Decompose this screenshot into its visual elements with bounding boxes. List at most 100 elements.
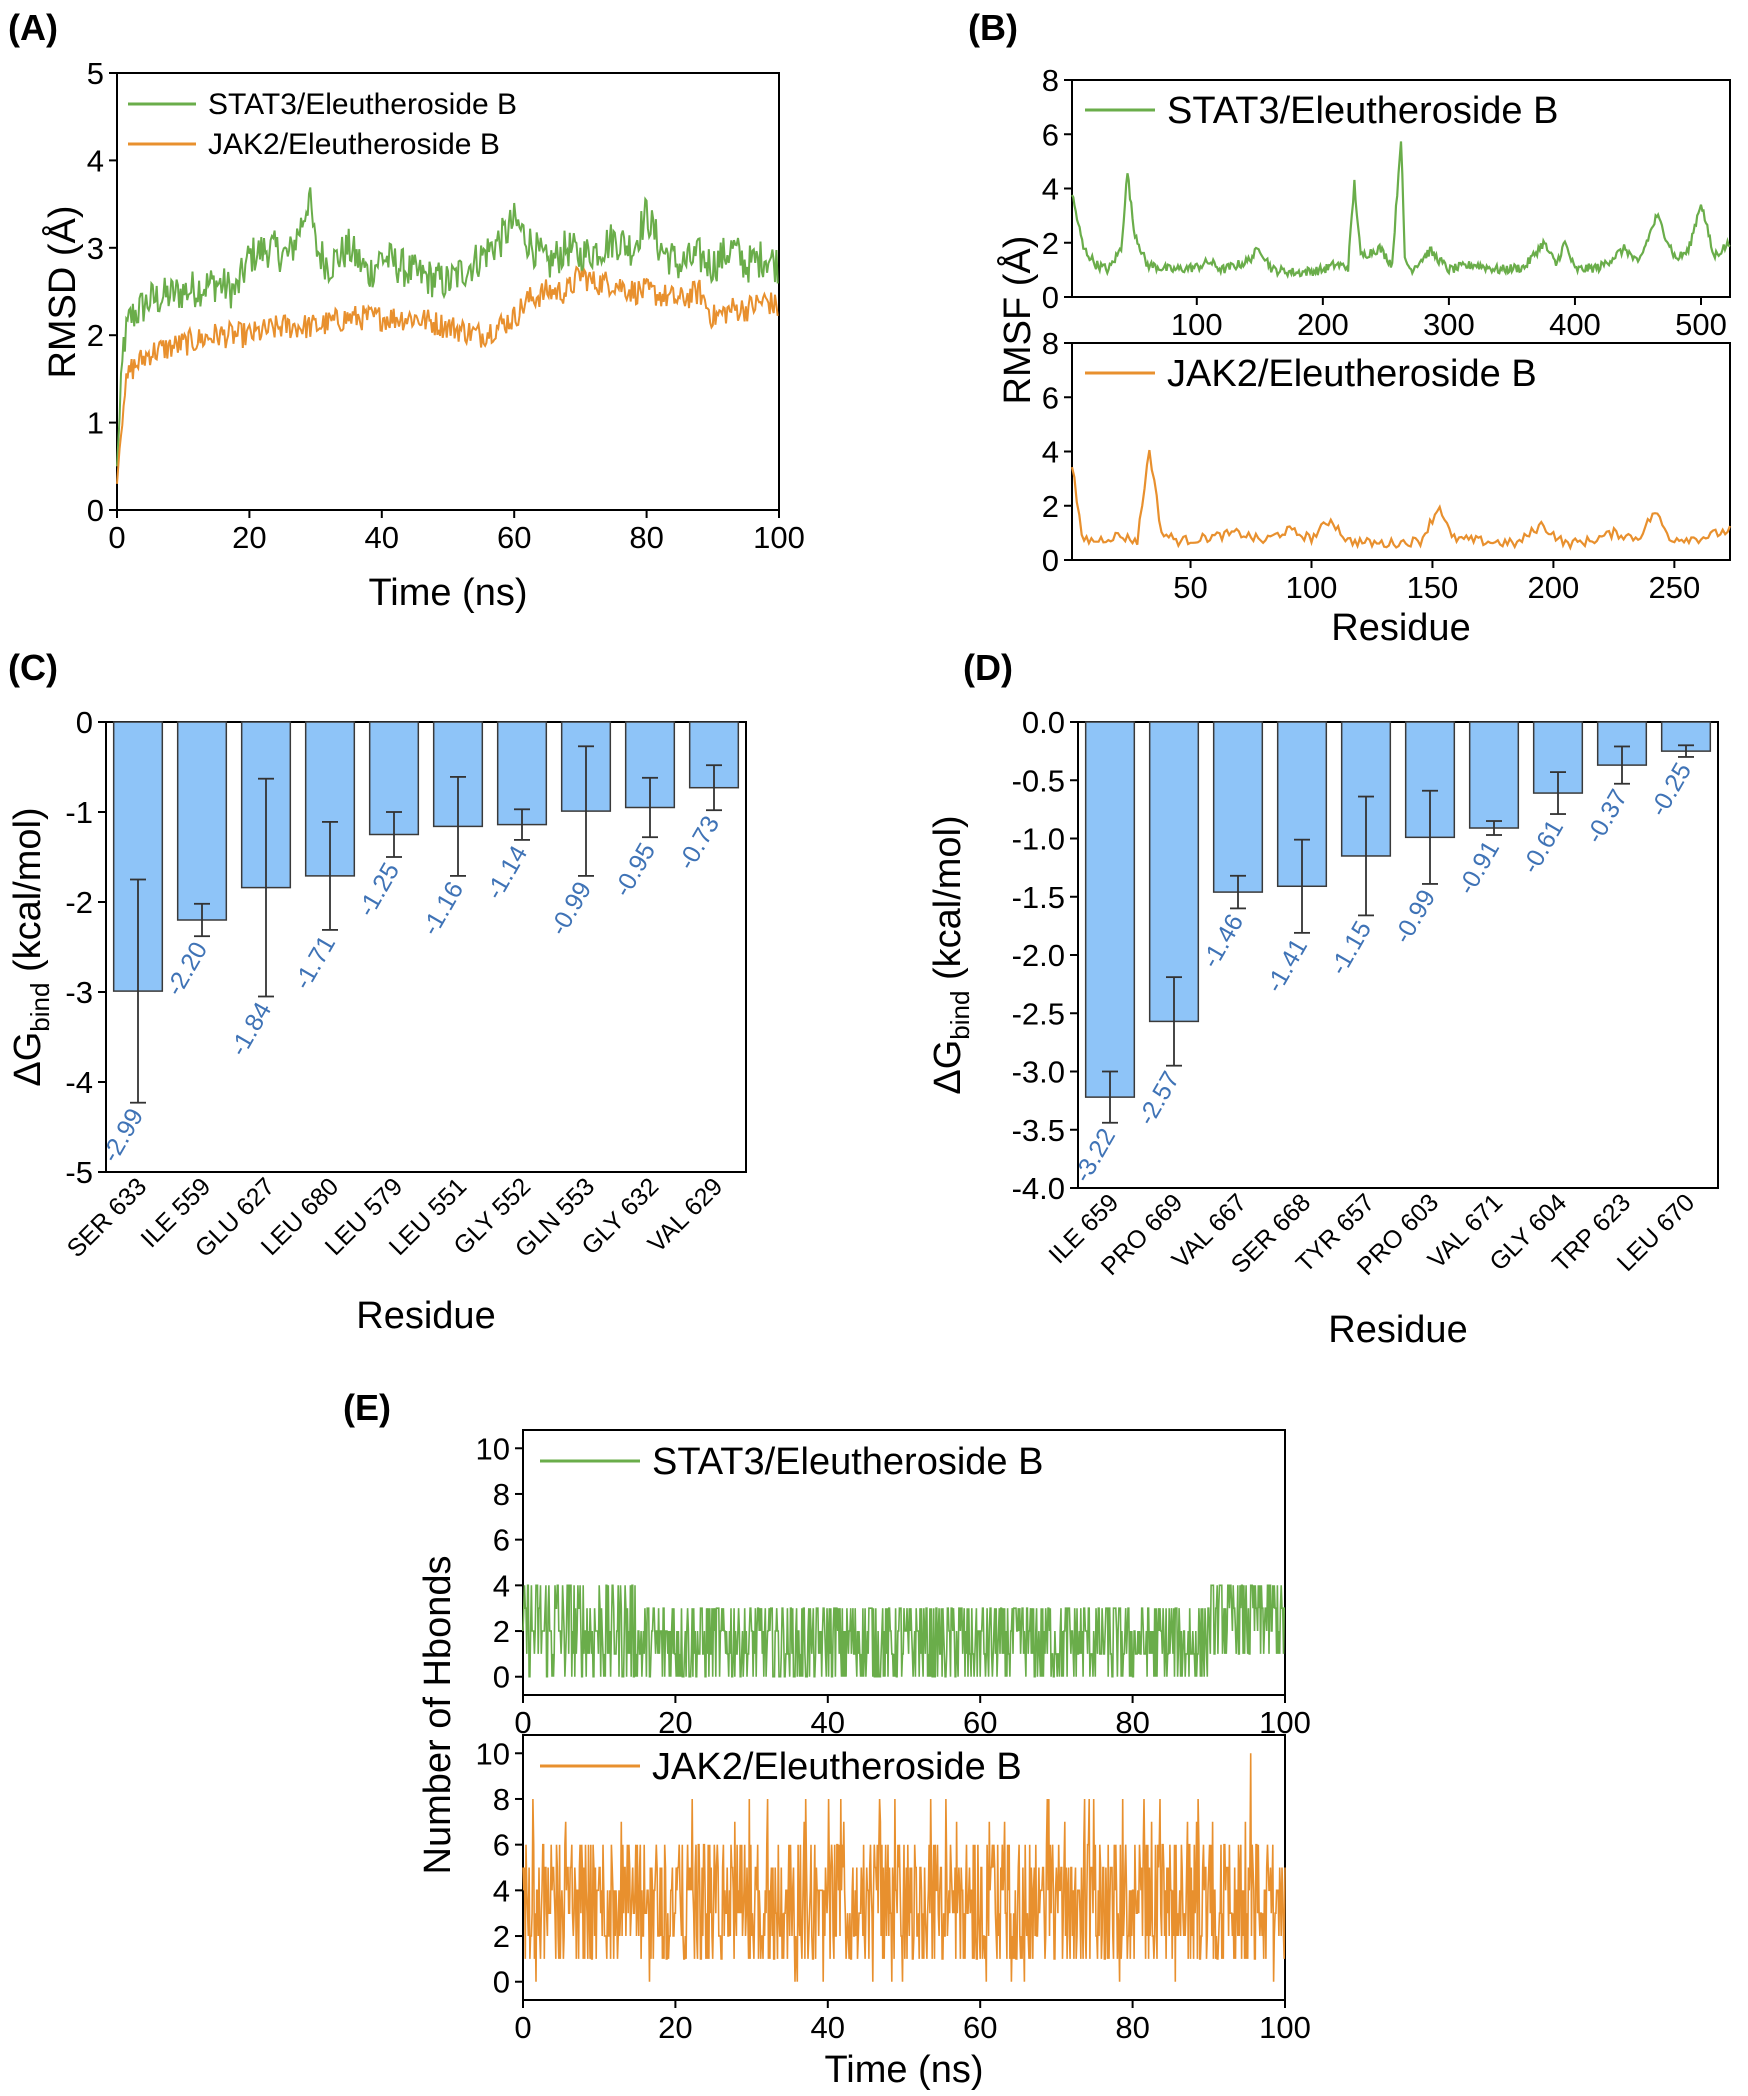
hbonds-stat3-x-tick-label: 0	[514, 1705, 531, 1740]
stat3-energy-y-tick-label: -4	[65, 1065, 93, 1100]
jak2-energy-y-tick-label: -4.0	[1012, 1171, 1065, 1206]
rmsd-y-tick-label: 2	[87, 318, 104, 353]
rmsd-x-tick-label: 40	[365, 520, 399, 555]
jak2-energy-y-tick-label: -3.0	[1012, 1055, 1065, 1090]
jak2-energy-y-tick-label: -1.5	[1012, 880, 1065, 915]
jak2-energy-bar	[1148, 721, 1200, 1023]
stat3-energy-data-label: -1.14	[480, 841, 533, 904]
stat3-energy-y-tick-label: 0	[76, 705, 93, 740]
jak2-energy-data-label: -1.46	[1196, 909, 1249, 972]
rmsf-jak2-x-tick-label: 250	[1648, 570, 1700, 605]
stat3-energy-data-label: -1.25	[352, 858, 405, 921]
jak2-energy-data-label: -1.15	[1324, 916, 1377, 979]
rmsf-stat3-series	[1071, 141, 1731, 280]
stat3-energy-bar	[496, 721, 548, 826]
rmsf-stat3-y-tick-label: 2	[1042, 226, 1059, 261]
hbonds-jak2-y-tick-label: 6	[493, 1828, 510, 1863]
rmsf-jak2-y-tick-label: 8	[1042, 326, 1059, 361]
stat3-energy-y-tick-label: -1	[65, 795, 93, 830]
jak2-energy-data-label: -0.99	[1388, 885, 1441, 948]
panel-label-c: (C)	[8, 647, 58, 688]
hbonds-stat3-y-tick-label: 8	[493, 1477, 510, 1512]
rmsd-plot-frame	[116, 72, 780, 511]
hbonds-stat3-legend-label: STAT3/Eleutheroside B	[652, 1441, 1043, 1483]
hbonds-stat3-y-tick-label: 10	[476, 1431, 510, 1466]
rmsf-jak2-y-tick-label: 0	[1042, 543, 1059, 578]
jak2-energy-data-label: -0.37	[1580, 785, 1633, 848]
hbonds-stat3-y-tick-label: 0	[493, 1660, 510, 1695]
rmsf-jak2-legend-label: JAK2/Eleutheroside B	[1167, 353, 1537, 395]
rmsd-series-jak2	[116, 265, 779, 484]
jak2-binding-energy-chart: 0.0 -0.5 -1.0 -1.5 -2.0 -2.5 -3.0 -3.5 -4.0-3.22…	[927, 705, 1719, 1351]
rmsf-jak2-y-tick-label: 4	[1042, 435, 1059, 470]
stat3-energy-y-tick-label: -5	[65, 1155, 93, 1190]
rmsd-x-tick-label: 60	[497, 520, 531, 555]
rmsd-x-tick-label: 80	[629, 520, 663, 555]
jak2-energy-data-label: -1.41	[1260, 934, 1313, 997]
jak2-energy-y-tick-label: -2.5	[1012, 996, 1065, 1031]
hbonds-stat3-series	[522, 1584, 1285, 1678]
hbonds-x-axis-label: Time (ns)	[824, 2049, 983, 2091]
stat3-energy-data-label: -0.73	[672, 811, 725, 874]
rmsd-stat3-legend-label: STAT3/Eleutheroside B	[208, 88, 517, 121]
rmsf-jak2-x-tick-label: 150	[1407, 570, 1459, 605]
hbonds-stat3-y-tick-label: 2	[493, 1614, 510, 1649]
jak2-energy-y-tick-label: -1.0	[1012, 822, 1065, 857]
stat3-energy-data-label: -2.20	[160, 937, 213, 1000]
hbonds-jak2-y-tick-label: 4	[493, 1873, 510, 1908]
rmsd-y-tick-label: 5	[87, 56, 104, 91]
jak2-energy-data-label: -2.57	[1132, 1067, 1185, 1130]
stat3-energy-plot-frame	[105, 721, 747, 1173]
hbonds-y-axis-label: Number of Hbonds	[417, 1556, 459, 1875]
rmsf-chart: 100 200 300 400 50002468STAT3/Eleutheroside …	[995, 63, 1732, 649]
hbonds-stat3-y-tick-label: 4	[493, 1568, 510, 1603]
rmsf-jak2-x-tick-label: 100	[1286, 570, 1338, 605]
jak2-energy-bar	[1468, 721, 1520, 829]
rmsf-stat3-x-tick-label: 200	[1297, 307, 1349, 342]
rmsd-y-tick-label: 0	[87, 493, 104, 528]
jak2-energy-data-label: -0.61	[1516, 815, 1569, 878]
rmsd-x-tick-label: 20	[232, 520, 266, 555]
hbonds-jak2-series	[522, 1753, 1286, 1982]
jak2-energy-bar	[1084, 721, 1136, 1098]
jak2-energy-bar	[1212, 721, 1264, 893]
stat3-energy-data-label: -0.95	[608, 838, 661, 901]
rmsf-stat3-x-tick-label: 100	[1171, 307, 1223, 342]
rmsf-jak2-series	[1070, 449, 1732, 551]
hbonds-jak2-x-tick-label: 60	[963, 2010, 997, 2045]
stat3-energy-data-label: -1.71	[288, 931, 341, 994]
rmsd-y-tick-label: 4	[87, 143, 104, 178]
stat3-energy-y-tick-label: -2	[65, 885, 93, 920]
panel-label-d: (D)	[963, 647, 1013, 688]
rmsd-y-axis-label: RMSD (Å)	[40, 205, 84, 378]
rmsd-series-stat3	[116, 187, 779, 467]
hbonds-jak2-x-tick-label: 0	[514, 2010, 531, 2045]
rmsd-x-axis-label: Time (ns)	[368, 572, 527, 614]
rmsd-x-tick-label: 0	[108, 520, 125, 555]
panel-label-a: (A)	[8, 7, 58, 48]
hbonds-jak2-y-tick-label: 8	[493, 1782, 510, 1817]
rmsd-chart: 0 20 40 60 80 100 0 1 2 3 4 5 STAT3/Eleutheroside B J…	[40, 56, 805, 614]
hbonds-jak2-x-tick-label: 80	[1115, 2010, 1149, 2045]
jak2-energy-x-axis-label: Residue	[1328, 1309, 1467, 1351]
rmsd-y-tick-label: 1	[87, 406, 104, 441]
rmsf-jak2-x-tick-label: 50	[1173, 570, 1207, 605]
rmsf-stat3-y-tick-label: 6	[1042, 117, 1059, 152]
rmsf-stat3-x-tick-label: 500	[1675, 307, 1727, 342]
rmsd-x-tick-label: 100	[753, 520, 805, 555]
hbonds-jak2-y-tick-label: 10	[476, 1736, 510, 1771]
jak2-energy-y-tick-label: -2.0	[1012, 938, 1065, 973]
rmsf-stat3-x-tick-label: 400	[1549, 307, 1601, 342]
jak2-energy-data-label: -0.25	[1644, 758, 1697, 821]
rmsf-jak2-x-tick-label: 200	[1528, 570, 1580, 605]
panel-label-e: (E)	[343, 1387, 391, 1428]
stat3-energy-data-label: -2.99	[96, 1104, 149, 1167]
rmsf-jak2-y-tick-label: 2	[1042, 489, 1059, 524]
jak2-energy-data-label: -0.91	[1452, 836, 1505, 899]
stat3-energy-x-axis-label: Residue	[356, 1295, 495, 1337]
panel-label-b: (B)	[968, 7, 1018, 48]
jak2-energy-data-label: -3.22	[1068, 1124, 1121, 1187]
